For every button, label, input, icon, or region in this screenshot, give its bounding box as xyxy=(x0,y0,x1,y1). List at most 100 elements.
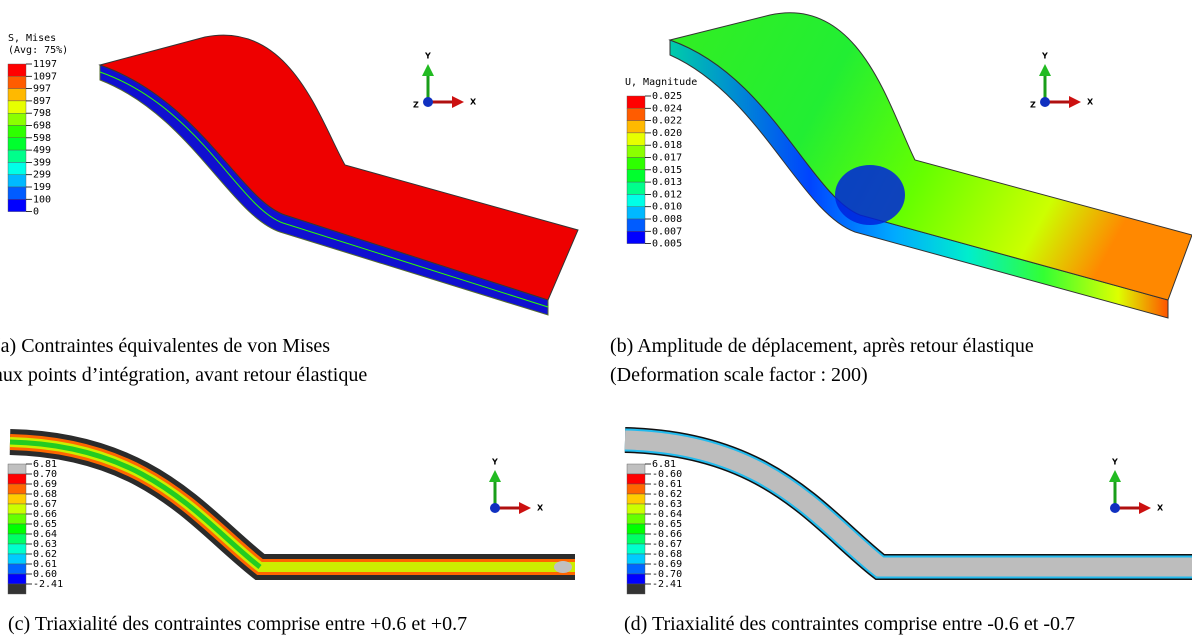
legend-swatch xyxy=(626,543,646,555)
legend-label: 0.025 xyxy=(652,91,682,102)
legend-label: 0.017 xyxy=(652,153,682,164)
legend-swatch xyxy=(626,194,646,207)
plate-b xyxy=(668,12,1192,319)
legend-label: -0.70 xyxy=(652,569,682,580)
legend-label: 399 xyxy=(33,157,51,168)
legend-swatch xyxy=(626,218,646,232)
arrow-x xyxy=(519,502,531,514)
legend-swatch xyxy=(626,95,646,109)
legend-label: 698 xyxy=(33,121,51,132)
legend-swatch xyxy=(7,137,27,151)
legend-swatch xyxy=(7,483,27,495)
legend-swatch xyxy=(7,513,27,525)
legend-label: 0.67 xyxy=(33,499,57,510)
legend-swatch xyxy=(7,100,27,114)
legend-label: 598 xyxy=(33,133,51,144)
caption: (Deformation scale factor : 200) xyxy=(610,364,868,386)
legend-swatch xyxy=(626,473,646,485)
caption: aux points d’intégration, avant retour é… xyxy=(0,364,367,386)
caption: (d) Triaxialité des contraintes comprise… xyxy=(624,613,1075,635)
legend-swatch xyxy=(626,120,646,134)
legend-label: -0.64 xyxy=(652,509,682,520)
legend-swatch xyxy=(7,125,27,139)
legend-swatch xyxy=(7,493,27,505)
profile-d xyxy=(624,427,1192,580)
legend-label: 0.68 xyxy=(33,489,57,500)
legend-title: U, Magnitude xyxy=(625,77,697,88)
arrow-y xyxy=(489,470,501,482)
legend-label: 0.013 xyxy=(652,177,682,188)
arrow-y xyxy=(1039,64,1051,76)
legend-swatch xyxy=(626,169,646,183)
triad-label-y: Y xyxy=(1041,52,1048,61)
legend-swatch xyxy=(7,563,27,575)
legend-label: 6.81 xyxy=(652,459,676,470)
legend-label: 0.022 xyxy=(652,116,682,127)
legend-label: 299 xyxy=(33,170,51,181)
legend-swatch xyxy=(7,186,27,200)
legend-label: 0 xyxy=(33,207,39,218)
legend-swatch xyxy=(7,63,27,77)
triad-label-z: Z xyxy=(413,101,419,110)
arrow-y xyxy=(422,64,434,76)
legend-label: 199 xyxy=(33,182,51,193)
legend-swatch xyxy=(7,533,27,545)
legend-label: -0.63 xyxy=(652,499,682,510)
triad-label-y: Y xyxy=(424,52,431,61)
arrow-x xyxy=(452,96,464,108)
legend-label: -0.62 xyxy=(652,489,682,500)
axis-z xyxy=(1110,503,1120,513)
legend-label: 0.66 xyxy=(33,509,57,520)
legend-swatch xyxy=(7,523,27,535)
axis-z xyxy=(423,97,433,107)
triad-label-z: Z xyxy=(1030,101,1036,110)
legend-label: -0.67 xyxy=(652,539,682,550)
legend-label: 0.62 xyxy=(33,549,57,560)
legend-label: -0.60 xyxy=(652,469,682,480)
legend-swatch xyxy=(626,181,646,195)
legend-swatch xyxy=(626,463,646,475)
legend-swatch xyxy=(626,553,646,565)
caption: (a) Contraintes équivalentes de von Mise… xyxy=(0,335,330,357)
legend-label: 1197 xyxy=(33,59,57,70)
legend-label: 0.024 xyxy=(652,103,682,114)
legend-swatch xyxy=(7,88,27,102)
legend-label: 0.008 xyxy=(652,214,682,225)
triad-label-x: X xyxy=(470,98,477,107)
legend-label: -0.68 xyxy=(652,549,682,560)
legend-swatch xyxy=(626,206,646,220)
legend-label: 997 xyxy=(33,84,51,95)
legend-label: 798 xyxy=(33,108,51,119)
legend-swatch xyxy=(626,533,646,545)
legend-label: 897 xyxy=(33,96,51,107)
legend-swatch xyxy=(626,573,646,585)
profile-c xyxy=(9,429,575,580)
legend-swatch xyxy=(626,108,646,121)
legend-label: 0.61 xyxy=(33,559,57,570)
legend-swatch xyxy=(626,231,646,244)
legend-label: -0.66 xyxy=(652,529,682,540)
legend-label: 0.007 xyxy=(652,226,682,237)
legend-label: 0.65 xyxy=(33,519,57,530)
legend-swatch xyxy=(7,76,27,89)
arrow-y xyxy=(1109,470,1121,482)
legend-label: 0.69 xyxy=(33,479,57,490)
legend-label: -2.41 xyxy=(652,579,682,590)
legend-swatch xyxy=(626,144,646,158)
legend-swatch xyxy=(7,543,27,555)
legend-title: (Avg: 75%) xyxy=(8,45,68,56)
legend-label: 0.70 xyxy=(33,469,57,480)
legend-swatch xyxy=(7,463,27,475)
legend-label: 0.60 xyxy=(33,569,57,580)
arrow-x xyxy=(1139,502,1151,514)
legend-label: 0.010 xyxy=(652,202,682,213)
legend-swatch xyxy=(626,513,646,525)
triad-label-y: Y xyxy=(491,458,498,467)
legend-swatch xyxy=(7,473,27,485)
legend-swatch xyxy=(7,149,27,163)
triad-label-x: X xyxy=(537,504,544,513)
legend-label: 0.018 xyxy=(652,140,682,151)
legend-label: 0.012 xyxy=(652,189,682,200)
legend-swatch xyxy=(626,132,646,146)
